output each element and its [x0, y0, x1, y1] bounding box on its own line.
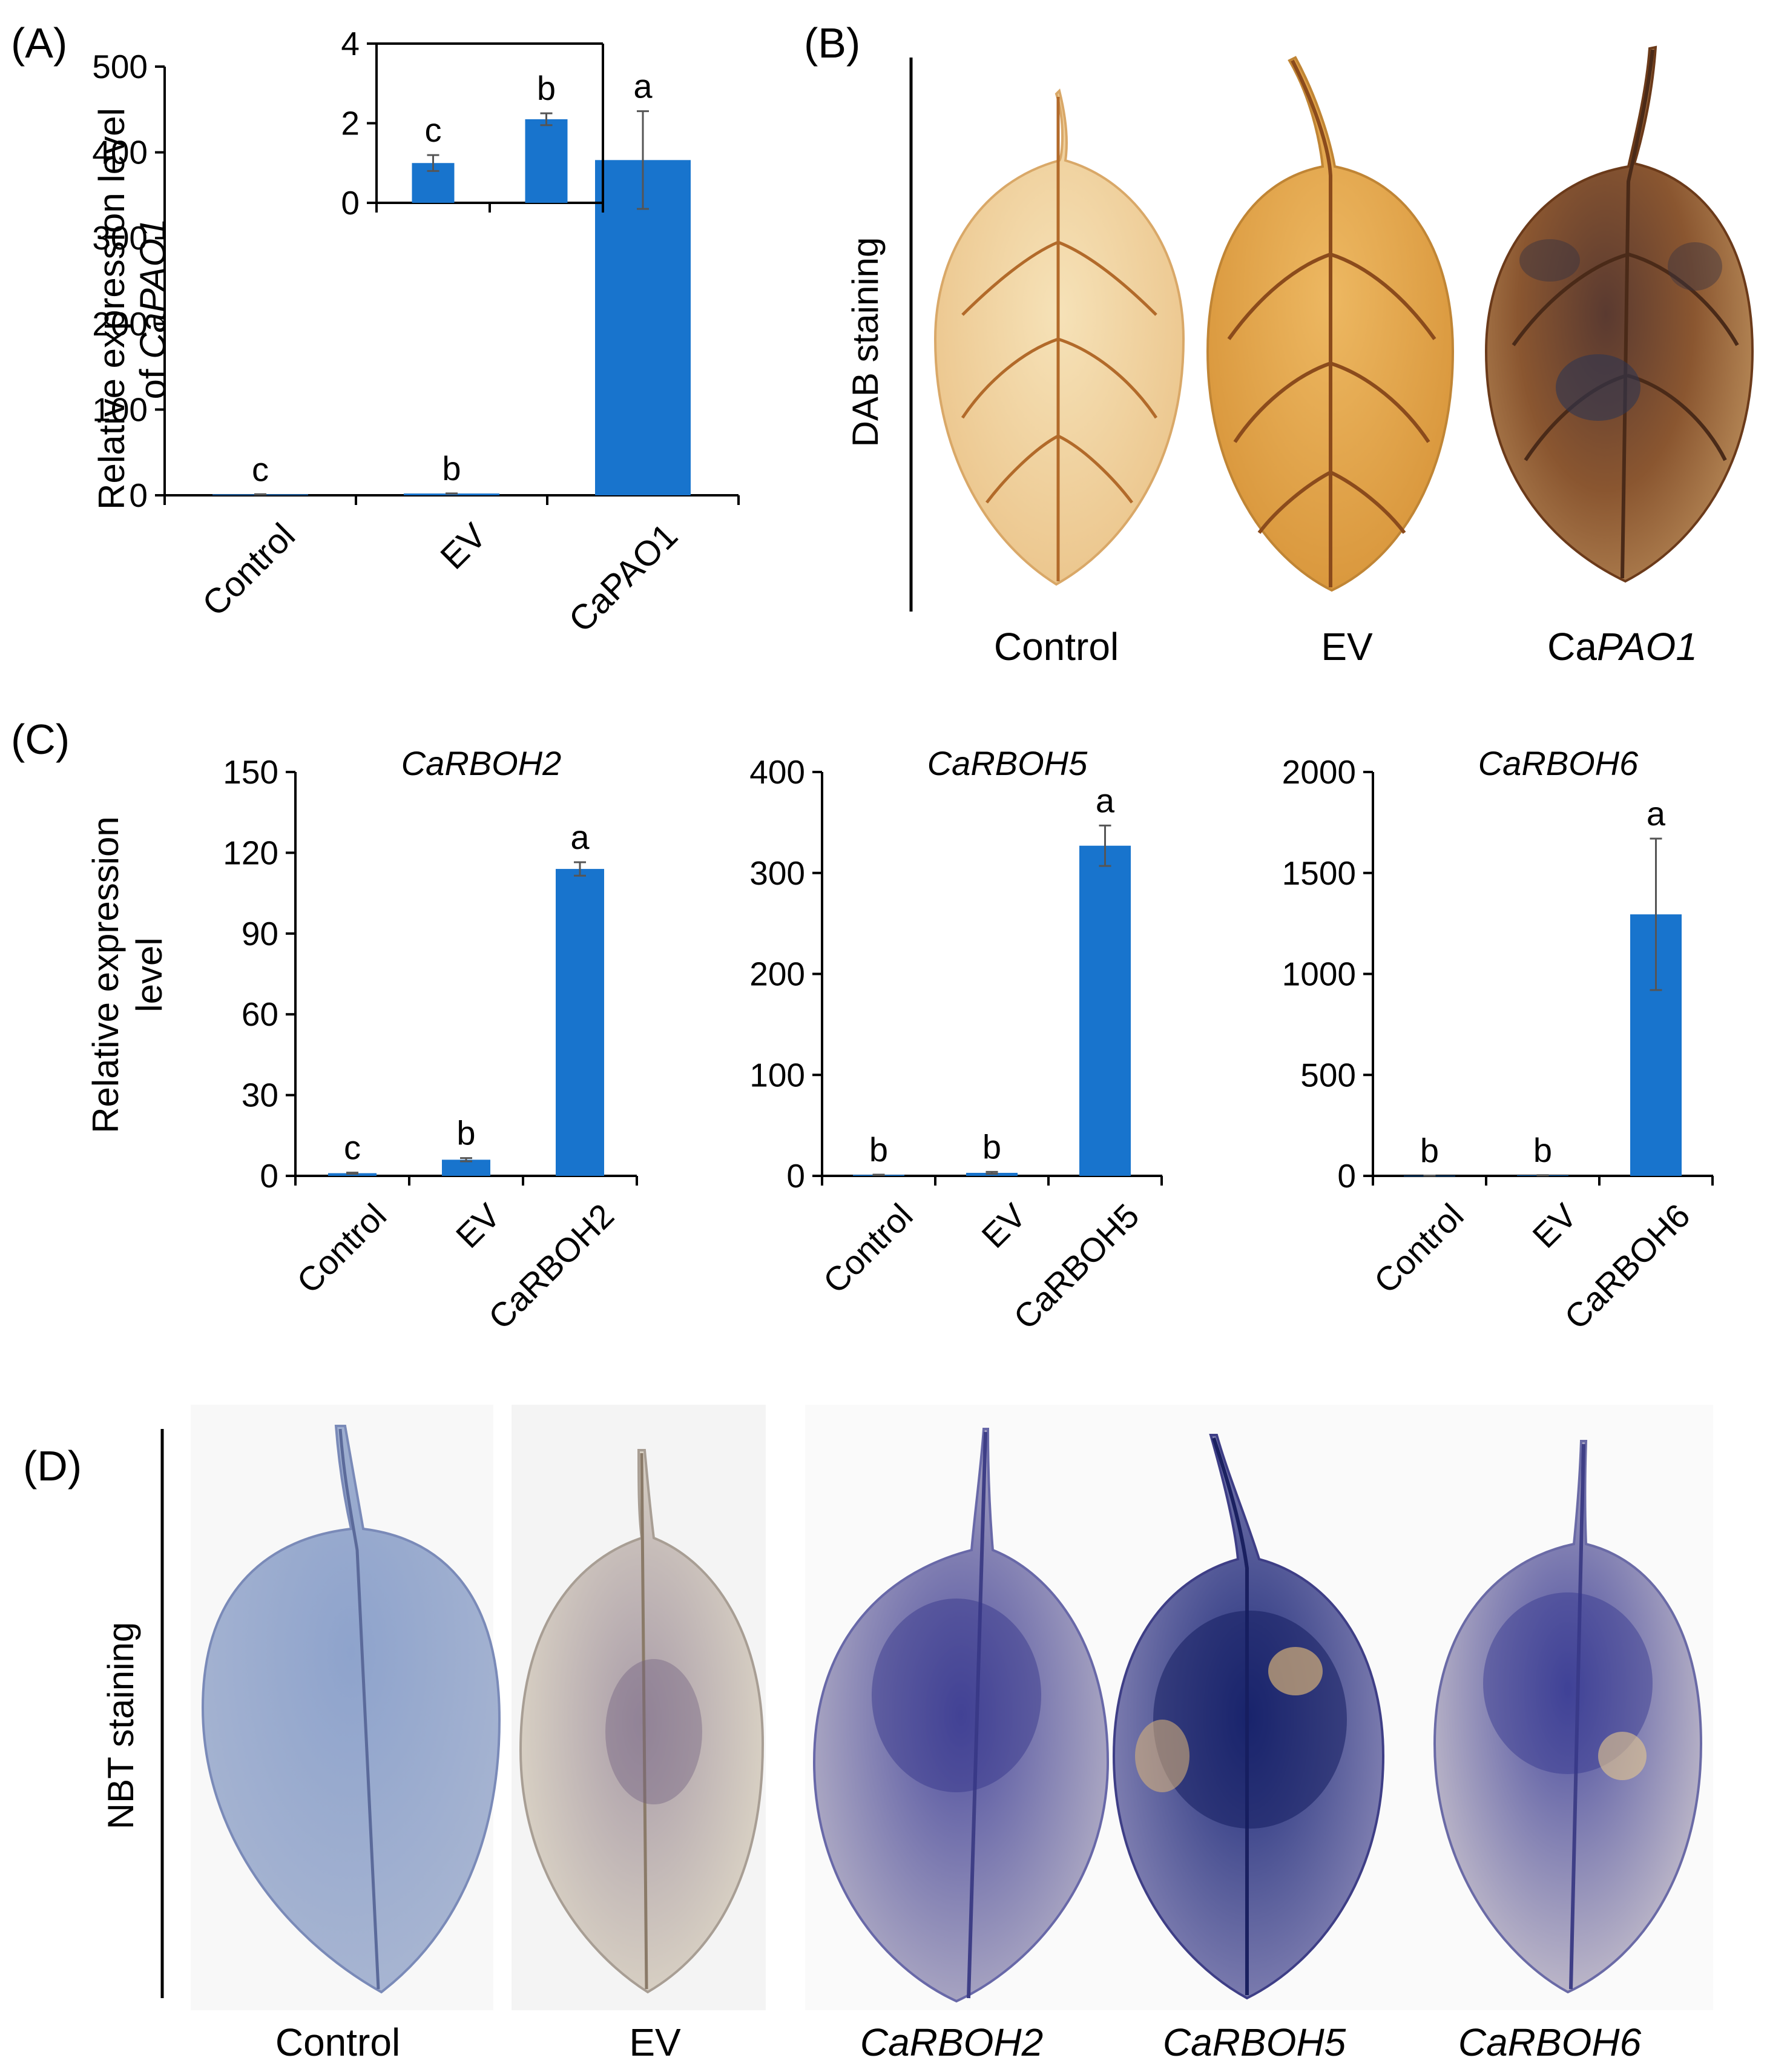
panel-d-label-ev: EV: [629, 2021, 681, 2064]
category-label: Control: [289, 1196, 393, 1301]
category-label: Control: [815, 1196, 920, 1301]
y-tick-label: 500: [1300, 1056, 1356, 1094]
y-tick-label: 1000: [1282, 955, 1356, 993]
nbt-leaf-carboh6: [1433, 1440, 1703, 1994]
panel-label-b: (B): [804, 19, 860, 67]
panel-d-label-carboh5: CaRBOH5: [1163, 2021, 1346, 2064]
y-tick-label: 90: [242, 915, 278, 952]
panel-label-c: (C): [11, 716, 70, 763]
panel-c-ylabel: Relative expression level: [85, 816, 169, 1133]
panel-d-stain-label: NBT staining: [100, 1622, 141, 1829]
y-tick-label: 120: [223, 834, 278, 871]
panel-a-ylabel: Relative expression level of CaPAO1: [91, 108, 173, 510]
y-tick-label: 400: [92, 134, 148, 171]
bar: [1079, 845, 1131, 1176]
y-tick-label: 0: [786, 1157, 805, 1195]
bar: [525, 119, 568, 203]
nbt-leaf-carboh2: [812, 1428, 1110, 2003]
category-label: EV: [449, 1196, 508, 1255]
panel-label-d: (D): [23, 1442, 82, 1490]
significance-letter: b: [1420, 1132, 1439, 1170]
panel-label-a: (A): [11, 19, 67, 67]
panel-d-label-control: Control: [275, 2021, 400, 2064]
y-tick-label: 200: [749, 955, 805, 993]
bar: [595, 160, 691, 495]
category-label: EV: [974, 1196, 1033, 1255]
bar: [442, 1160, 490, 1176]
significance-letter: b: [869, 1130, 888, 1169]
dab-leaf-ev: [1206, 56, 1455, 592]
panel-a-ylabel-line1: Relative expression level: [91, 108, 132, 510]
chart-title: CaRBOH2: [401, 744, 562, 782]
y-tick-label: 100: [92, 391, 148, 428]
y-tick-label: 200: [92, 305, 148, 343]
y-tick-label: 0: [260, 1157, 278, 1195]
nbt-leaf-carboh5: [1112, 1434, 1385, 2000]
significance-letter: b: [442, 449, 461, 487]
category-label: CaPAO1: [561, 516, 685, 640]
significance-letter: a: [1096, 781, 1115, 819]
chart-a-inset: 0 2 4 c b: [341, 25, 604, 222]
panel-d-label-carboh2: CaRBOH2: [860, 2021, 1043, 2064]
y-tick-label: 2: [341, 105, 360, 142]
significance-letter: b: [982, 1127, 1001, 1166]
bar: [556, 869, 604, 1176]
panel-c-ylabel-line2: level: [129, 937, 169, 1012]
y-tick-label: 400: [749, 753, 805, 791]
y-tick-label: 0: [341, 184, 360, 222]
panel-c-ylabel-line1: Relative expression: [85, 816, 126, 1133]
significance-letter: c: [252, 450, 269, 488]
category-label: CaRBOH2: [481, 1196, 622, 1337]
dab-leaf-control: [933, 88, 1185, 586]
category-label: EV: [1525, 1196, 1584, 1255]
significance-letter: c: [425, 111, 442, 149]
panel-a-ylabel-line2: of CaPAO1: [133, 218, 173, 399]
significance-letter: b: [456, 1114, 475, 1152]
y-tick-label: 0: [129, 477, 148, 514]
panel-d-label-carboh6: CaRBOH6: [1458, 2021, 1642, 2064]
significance-letter: b: [1533, 1131, 1552, 1169]
y-tick-label: 60: [242, 995, 278, 1033]
y-tick-label: 30: [242, 1077, 278, 1114]
y-tick-label: 300: [92, 219, 148, 257]
y-tick-label: 1500: [1282, 854, 1356, 892]
panel-b-label-control: Control: [994, 625, 1119, 668]
chart-title: CaRBOH5: [927, 744, 1088, 782]
panel-b-stain-label: DAB staining: [845, 237, 886, 447]
dab-leaf-capao1: [1484, 45, 1754, 583]
significance-letter: a: [633, 67, 653, 105]
category-label: Control: [195, 516, 303, 624]
y-tick-label: 150: [223, 753, 278, 791]
chart-a-main: 0 100 200 300 400 500 c Control b EV a CaPAO1: [92, 48, 740, 640]
nbt-leaf-ev: [519, 1449, 765, 1994]
y-tick-label: 500: [92, 48, 148, 85]
chart-title: CaRBOH6: [1478, 744, 1639, 782]
y-tick-label: 4: [341, 25, 360, 62]
y-tick-label: 300: [749, 854, 805, 892]
nbt-leaf-control: [201, 1425, 501, 1994]
category-label: Control: [1366, 1196, 1470, 1301]
significance-letter: a: [1647, 794, 1666, 833]
y-tick-label: 2000: [1282, 753, 1356, 791]
significance-letter: b: [537, 69, 556, 107]
panel-b-label-capao1: CaPAO1: [1547, 625, 1697, 668]
panel-b-label-ev: EV: [1321, 625, 1373, 668]
significance-letter: c: [344, 1129, 361, 1167]
y-tick-label: 0: [1337, 1157, 1356, 1195]
category-label: EV: [433, 516, 494, 577]
significance-letter: a: [570, 818, 590, 856]
y-tick-label: 100: [749, 1056, 805, 1094]
